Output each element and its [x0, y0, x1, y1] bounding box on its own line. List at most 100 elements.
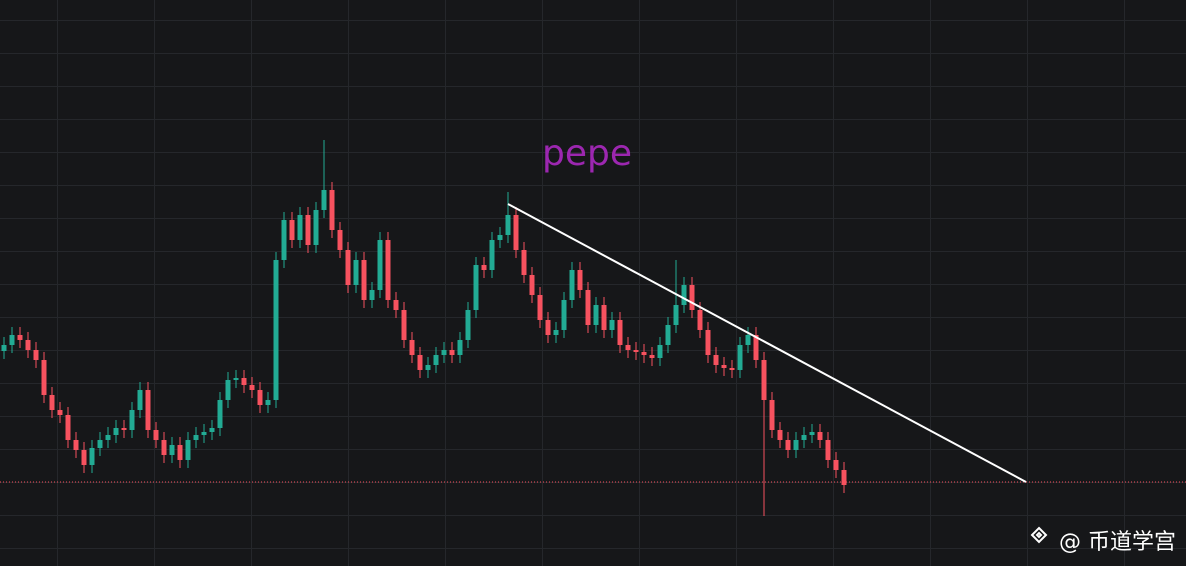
candle-body: [169, 445, 175, 455]
candle-body: [361, 260, 367, 300]
candle-body: [513, 215, 519, 250]
candle-body: [681, 285, 687, 305]
candle-body: [409, 340, 415, 355]
candle-body: [289, 220, 295, 240]
candle-body: [329, 190, 335, 230]
candle-body: [249, 385, 255, 390]
candle-body: [385, 240, 391, 300]
candle-body: [345, 250, 351, 285]
candle-body: [633, 350, 639, 352]
candle-body: [505, 215, 511, 235]
candle-body: [305, 215, 311, 245]
candle-body: [825, 440, 831, 460]
candle-body: [153, 430, 159, 440]
candle-body: [473, 265, 479, 310]
candle-body: [97, 440, 103, 448]
candle-body: [617, 320, 623, 345]
candle-body: [761, 360, 767, 400]
candle-body: [665, 325, 671, 345]
candle-body: [801, 435, 807, 440]
candle-body: [241, 378, 247, 385]
candle-body: [81, 450, 87, 465]
candle-body: [297, 215, 303, 240]
candle-body: [417, 355, 423, 370]
candle-body: [137, 390, 143, 410]
candle-body: [89, 448, 95, 465]
candle-body: [649, 355, 655, 358]
candle-body: [553, 330, 559, 335]
candle-body: [737, 345, 743, 370]
candle-body: [641, 352, 647, 355]
candle-body: [217, 400, 223, 428]
candle-body: [177, 445, 183, 460]
candle-body: [833, 460, 839, 470]
candle-body: [785, 440, 791, 450]
candle-body: [689, 285, 695, 310]
candle-body: [145, 390, 151, 430]
candle-body: [721, 365, 727, 368]
candle-body: [769, 400, 775, 430]
candle-body: [713, 355, 719, 365]
candle-body: [201, 432, 207, 435]
chart-title: pepe: [542, 133, 632, 174]
candle-body: [129, 410, 135, 430]
candle-body: [49, 395, 55, 410]
candle-body: [753, 335, 759, 360]
candle-body: [457, 340, 463, 355]
candle-body: [545, 320, 551, 335]
candle-body: [561, 300, 567, 330]
candle-body: [705, 330, 711, 355]
candle-body: [841, 470, 847, 485]
candle-body: [225, 380, 231, 400]
candle-body: [569, 270, 575, 300]
candle-body: [113, 428, 119, 435]
candle-body: [577, 270, 583, 290]
watermark-icon: [1030, 526, 1048, 544]
candle-body: [585, 290, 591, 325]
candle-body: [393, 300, 399, 310]
candle-body: [193, 435, 199, 440]
candle-body: [537, 295, 543, 320]
candle-body: [353, 260, 359, 285]
candle-body: [697, 310, 703, 330]
candle-body: [369, 290, 375, 300]
candle-body: [233, 378, 239, 380]
candle-body: [465, 310, 471, 340]
trendline: [507, 203, 1027, 483]
candle-body: [777, 430, 783, 440]
candle-body: [9, 335, 15, 345]
candle-body: [25, 340, 31, 350]
candle-body: [449, 350, 455, 355]
candle-body: [729, 368, 735, 370]
candle-body: [529, 275, 535, 295]
candle-body: [601, 305, 607, 330]
candle-body: [441, 350, 447, 355]
candle-body: [657, 345, 663, 358]
candle-body: [33, 350, 39, 360]
candle-body: [377, 240, 383, 290]
candle-body: [281, 220, 287, 260]
candle-body: [793, 440, 799, 450]
candle-body: [161, 440, 167, 455]
candle-body: [337, 230, 343, 250]
candle-body: [521, 250, 527, 275]
candle-body: [321, 190, 327, 210]
candle-body: [257, 390, 263, 405]
candle-body: [497, 235, 503, 240]
candle-body: [1, 345, 7, 351]
candle-body: [489, 240, 495, 270]
candle-body: [41, 360, 47, 395]
candle-body: [481, 265, 487, 270]
candle-body: [273, 260, 279, 400]
candle-body: [817, 432, 823, 440]
candle-body: [65, 415, 71, 440]
candle-body: [209, 428, 215, 432]
candle-body: [401, 310, 407, 340]
candle-body: [673, 305, 679, 325]
candle-body: [185, 440, 191, 460]
candle-body: [425, 365, 431, 370]
candle-body: [745, 335, 751, 345]
candle-body: [809, 432, 815, 435]
